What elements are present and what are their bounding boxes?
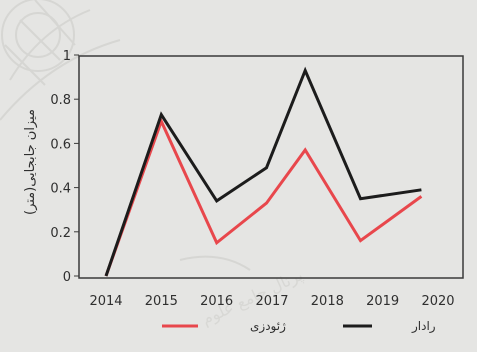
x-tick-label: 2017 [255,294,288,309]
x-tick-label: 2015 [145,294,178,309]
legend-label-geodesy: ژئودزی [250,319,286,334]
y-tick-label: 0.8 [50,93,71,108]
y-tick-label: 0.2 [50,226,71,241]
y-tick-label: 1 [63,49,71,64]
legend-label-radar: رادار [411,319,436,334]
series-line-geodesy [104,117,423,277]
x-tick-label: 2016 [200,294,233,309]
plot-area [78,55,464,279]
x-tick-label: 2014 [89,294,122,309]
y-tick-label: 0.4 [50,182,71,197]
y-tick-label: 0 [63,270,71,285]
x-axis: 2014 2015 2016 2017 2018 2019 2020 [89,294,454,309]
y-tick-label: 0.6 [50,137,71,152]
series-line-radar [104,66,422,277]
x-tick-label: 2020 [421,294,454,309]
y-axis-title: میزان جابجایی(متر) [23,109,38,215]
x-tick-label: 2019 [366,294,399,309]
y-axis: 0 0.2 0.4 0.6 0.8 1 [50,49,79,285]
legend: رادار ژئودزی [162,319,436,334]
series-layer [104,66,423,277]
x-tick-label: 2018 [311,294,344,309]
